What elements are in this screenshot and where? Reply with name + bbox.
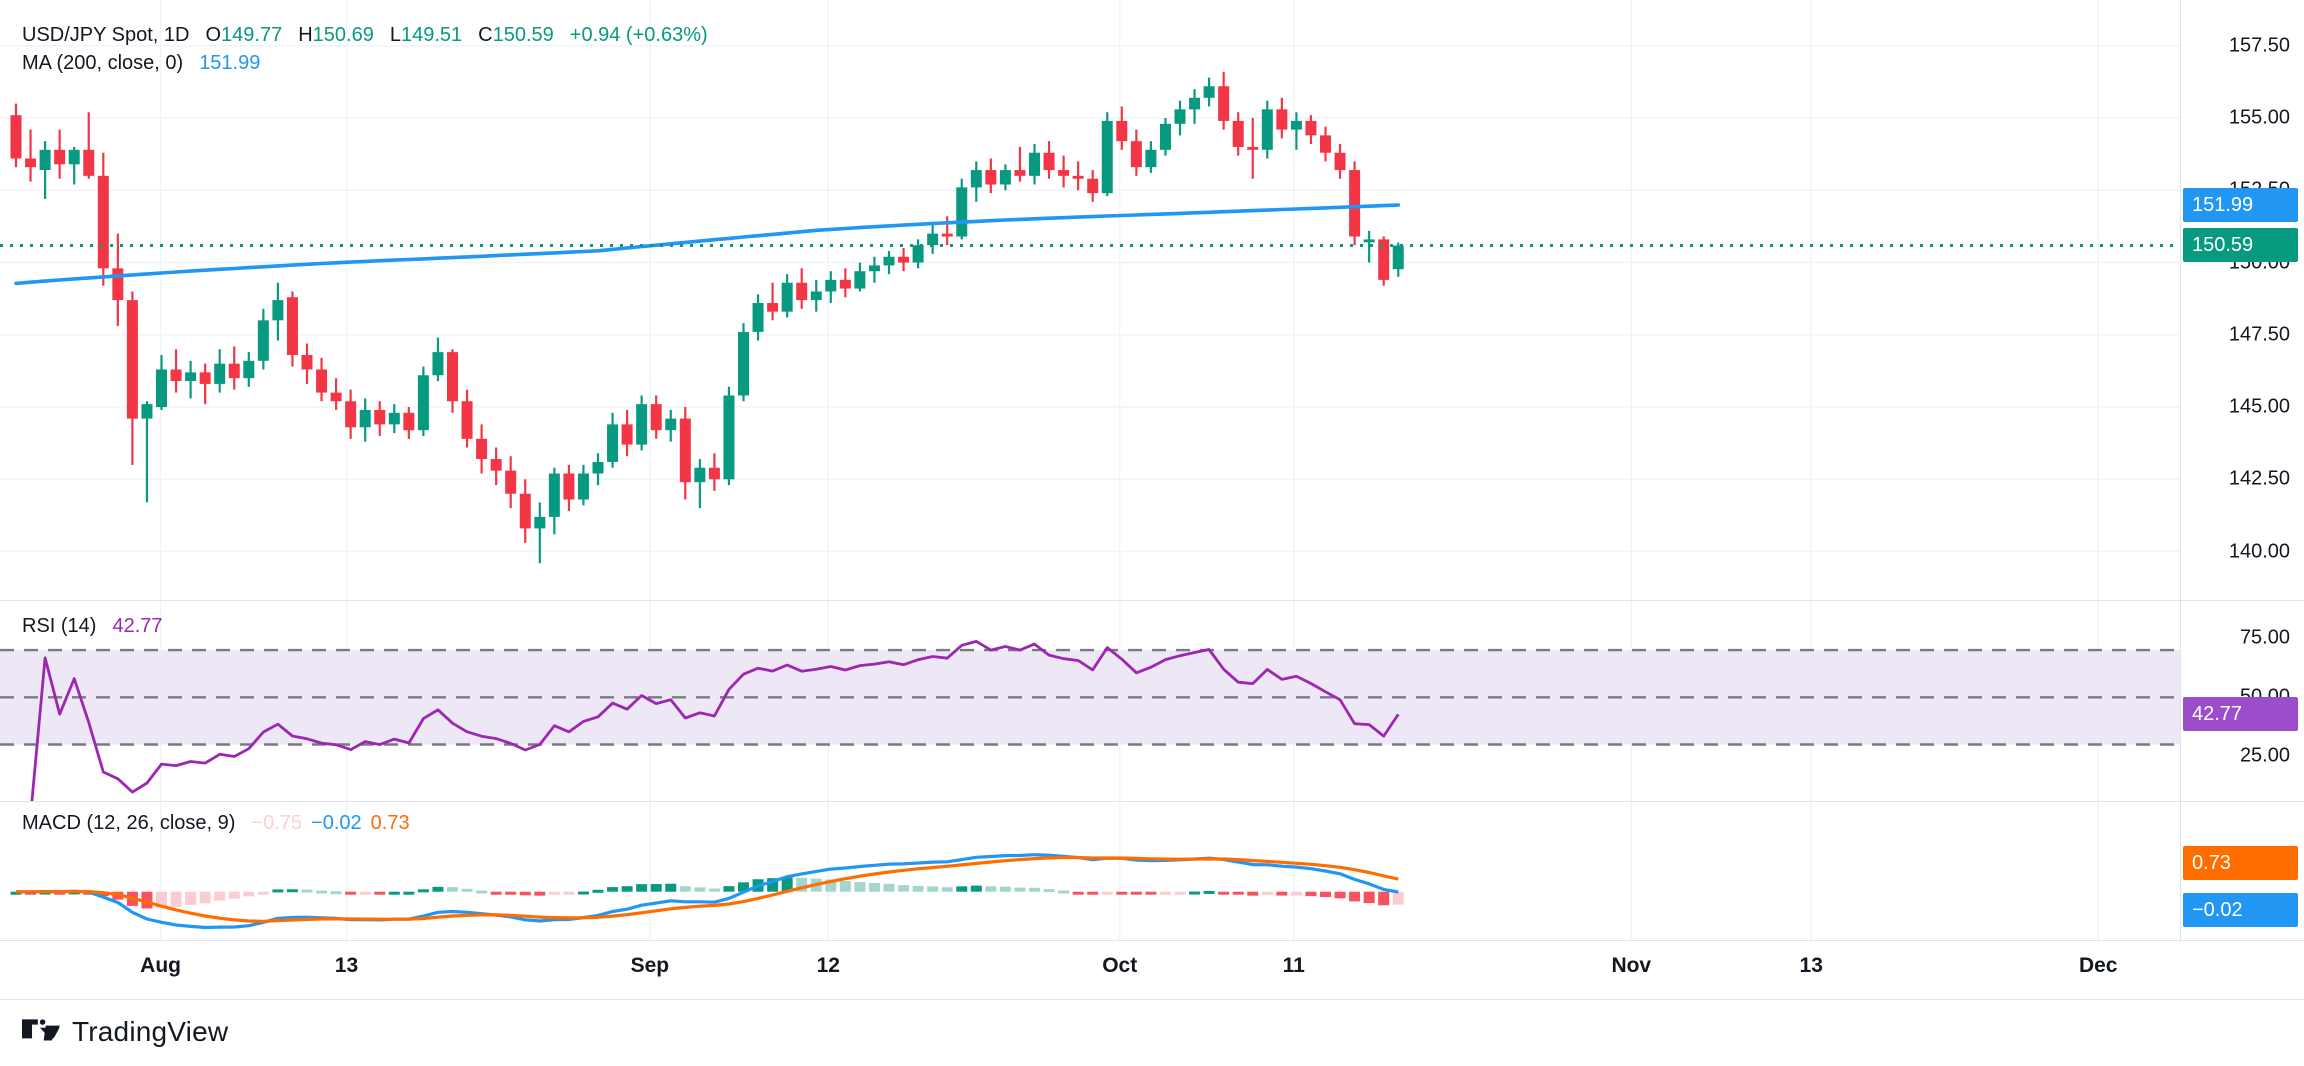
pane-separator-1[interactable] bbox=[0, 600, 2304, 601]
rsi-value-badge[interactable]: 42.77 bbox=[2183, 697, 2298, 732]
time-tick: Oct bbox=[1102, 954, 1138, 977]
macd-line-value: −0.02 bbox=[311, 812, 362, 834]
time-tick: 11 bbox=[1282, 954, 1305, 977]
time-axis[interactable]: Aug 13 Sep 12 Oct 11 Nov 13 Dec bbox=[0, 940, 2304, 1000]
ma-price-badge[interactable]: 151.99 bbox=[2183, 188, 2298, 223]
rsi-legend[interactable]: RSI (14) 42.77 bbox=[22, 613, 163, 639]
macd-signal-badge[interactable]: 0.73 bbox=[2183, 846, 2298, 881]
footer: TradingView bbox=[0, 1000, 2304, 1066]
symbol-title: USD/JPY Spot, 1D bbox=[22, 24, 190, 46]
macd-label: MACD (12, 26, close, 9) bbox=[22, 812, 236, 834]
price-tick: 145.00 bbox=[2228, 395, 2290, 418]
pane-separator-2[interactable] bbox=[0, 801, 2304, 802]
open-value: 149.77 bbox=[221, 24, 283, 46]
low-label: L bbox=[389, 24, 401, 46]
time-axis-top-border bbox=[0, 940, 2304, 941]
price-tick: 142.50 bbox=[2228, 467, 2290, 490]
macd-line-badge[interactable]: −0.02 bbox=[2183, 893, 2298, 928]
price-tick: 155.00 bbox=[2228, 106, 2290, 129]
open-label: O bbox=[205, 24, 222, 46]
close-label: C bbox=[478, 24, 493, 46]
tradingview-wordmark: TradingView bbox=[72, 1016, 229, 1047]
price-legend: USD/JPY Spot, 1D O149.77 H150.69 L149.51 C15… bbox=[22, 22, 708, 78]
axis-divider bbox=[2180, 601, 2181, 801]
rsi-value: 42.77 bbox=[112, 615, 163, 637]
price-tick: 157.50 bbox=[2228, 34, 2290, 57]
axis-divider bbox=[2180, 0, 2181, 600]
close-value: 150.59 bbox=[492, 24, 554, 46]
rsi-label: RSI (14) bbox=[22, 615, 97, 637]
high-value: 150.69 bbox=[312, 24, 374, 46]
symbol-legend-row[interactable]: USD/JPY Spot, 1D O149.77 H150.69 L149.51 C15… bbox=[22, 22, 708, 48]
low-value: 149.51 bbox=[400, 24, 463, 46]
rsi-tick: 75.00 bbox=[2239, 626, 2290, 649]
time-tick: Nov bbox=[1611, 954, 1652, 977]
last-price-badge[interactable]: 150.59 bbox=[2183, 228, 2298, 263]
tradingview-logo[interactable]: TradingView bbox=[22, 1016, 228, 1048]
price-pane[interactable]: 157.50155.00152.50150.00147.50145.00142.… bbox=[0, 0, 2304, 600]
ma-value: 151.99 bbox=[199, 52, 261, 74]
change-value: +0.94 (+0.63%) bbox=[569, 24, 708, 46]
macd-hist-value: −0.75 bbox=[251, 812, 303, 834]
high-label: H bbox=[298, 24, 313, 46]
ma-label: MA (200, close, 0) bbox=[22, 52, 184, 74]
time-tick: Dec bbox=[2078, 954, 2118, 977]
time-tick: 13 bbox=[334, 954, 359, 977]
ma-legend-row[interactable]: MA (200, close, 0) 151.99 bbox=[22, 50, 708, 76]
price-tick: 140.00 bbox=[2228, 540, 2290, 563]
price-plot-area[interactable] bbox=[0, 0, 2180, 600]
price-axis[interactable]: 157.50155.00152.50150.00147.50145.00142.… bbox=[2180, 0, 2304, 600]
axis-divider bbox=[2180, 802, 2181, 940]
time-axis-bottom-border bbox=[0, 999, 2304, 1000]
time-tick: 13 bbox=[1799, 954, 1823, 977]
rsi-plot-area[interactable] bbox=[0, 601, 2180, 801]
rsi-tick: 25.00 bbox=[2239, 744, 2290, 767]
time-tick: 12 bbox=[816, 954, 840, 977]
price-tick: 147.50 bbox=[2228, 323, 2290, 346]
macd-legend[interactable]: MACD (12, 26, close, 9) −0.75 −0.02 0.73 bbox=[22, 810, 410, 836]
macd-plot-area[interactable] bbox=[0, 802, 2180, 940]
tradingview-mark-icon bbox=[22, 1019, 60, 1041]
time-tick: Aug bbox=[140, 954, 182, 977]
time-tick: Sep bbox=[630, 954, 670, 977]
macd-axis[interactable]: 0.73−0.02−0.75 bbox=[2180, 802, 2304, 978]
macd-pane[interactable]: 0.73 −0.02 −0.75 MACD (12, 26, close, 9) −0… bbox=[0, 802, 2304, 978]
macd-signal-value: 0.73 bbox=[370, 812, 410, 834]
